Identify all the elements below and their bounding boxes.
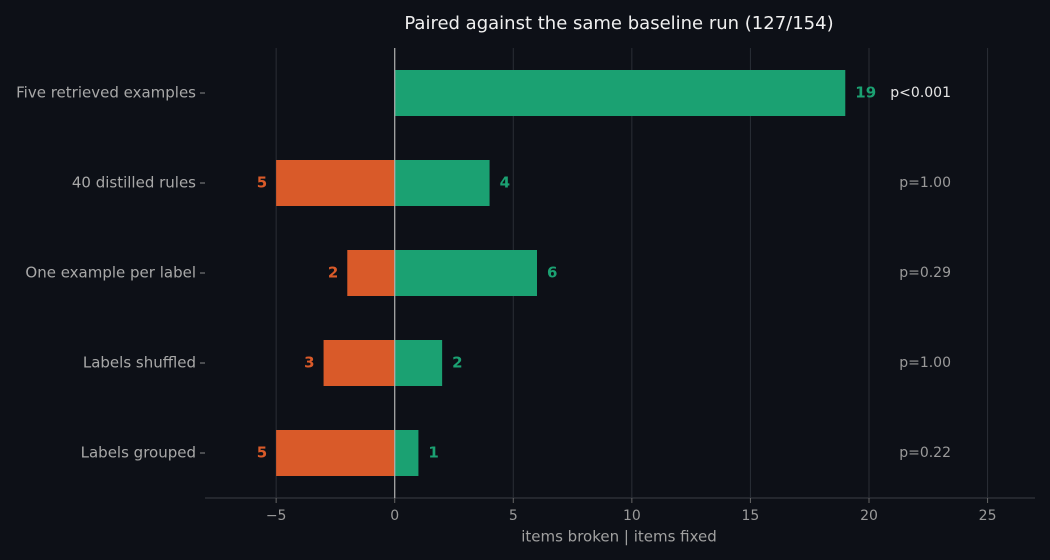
x-tick-label: 15: [742, 508, 760, 524]
bar: [394, 430, 419, 476]
x-tick-label: 25: [979, 508, 997, 524]
x-tick-label: 10: [623, 508, 641, 524]
y-tick-label: Five retrieved examples: [16, 84, 196, 102]
value-label: 2: [452, 354, 462, 372]
bar: [276, 430, 395, 476]
bar: [394, 250, 537, 296]
bar: [394, 160, 490, 206]
annotation: p=0.22: [899, 445, 951, 461]
annotation: p=1.00: [899, 355, 951, 371]
value-label: 19: [855, 84, 876, 102]
y-tick-label: 40 distilled rules: [72, 174, 196, 192]
bar: [276, 160, 395, 206]
bar: [394, 70, 846, 116]
chart-title: Paired against the same baseline run (12…: [404, 13, 833, 34]
value-label: 2: [328, 264, 338, 282]
value-label: 5: [257, 444, 267, 462]
value-label: 5: [257, 174, 267, 192]
annotation: p<0.001: [890, 85, 951, 101]
bar: [323, 340, 395, 386]
y-tick-label: One example per label: [25, 264, 196, 282]
value-label: 4: [500, 174, 510, 192]
value-label: 3: [304, 354, 314, 372]
bar: [394, 340, 443, 386]
annotation: p=1.00: [899, 175, 951, 191]
y-tick-label: Labels shuffled: [83, 354, 196, 372]
x-axis-label: items broken | items fixed: [521, 528, 717, 546]
annotation: p=0.29: [899, 265, 951, 281]
y-tick-label: Labels grouped: [81, 444, 196, 462]
value-label: 1: [428, 444, 438, 462]
x-tick-label: 0: [390, 508, 399, 524]
x-tick-label: 5: [509, 508, 518, 524]
x-tick-label: 20: [860, 508, 878, 524]
value-label: 6: [547, 264, 557, 282]
x-tick-label: −5: [266, 508, 287, 524]
bar: [347, 250, 395, 296]
